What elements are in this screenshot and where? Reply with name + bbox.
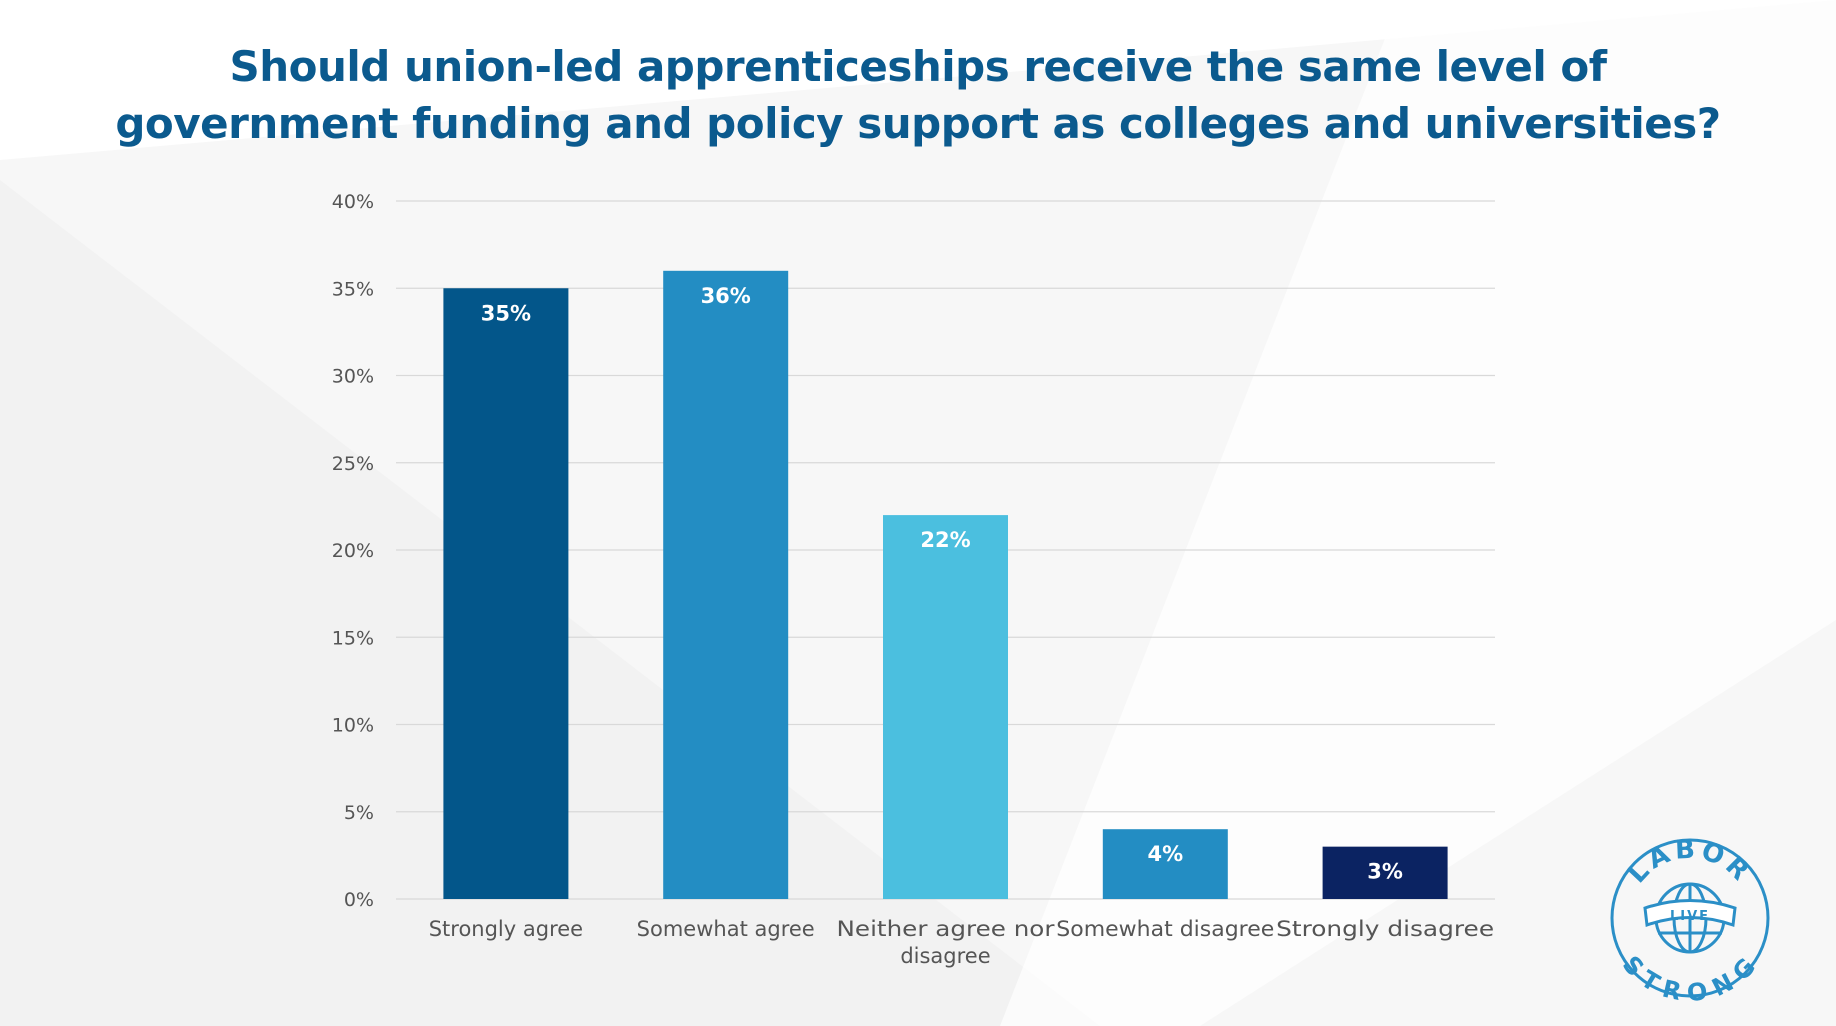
chart-title-line-1: Should union-led apprenticeships receive… bbox=[229, 42, 1608, 91]
x-tick-label: Strongly disagree bbox=[1276, 917, 1494, 941]
bar bbox=[443, 288, 569, 899]
x-tick-label: Somewhat agree bbox=[637, 917, 815, 941]
chart-title-line-2: government funding and policy support as… bbox=[115, 99, 1721, 148]
data-label: 36% bbox=[701, 284, 751, 308]
x-tick-label: disagree bbox=[900, 944, 990, 968]
bar bbox=[1102, 829, 1228, 899]
bar bbox=[1322, 846, 1448, 899]
y-tick-label: 35% bbox=[332, 278, 374, 300]
svg-text:LABOR: LABOR bbox=[1622, 835, 1757, 890]
data-label: 4% bbox=[1147, 842, 1183, 866]
labor-strong-logo: LABOR STRONG LIVE bbox=[1610, 835, 1770, 1003]
y-tick-label: 30% bbox=[332, 366, 374, 388]
y-tick-label: 10% bbox=[332, 715, 374, 737]
y-tick-label: 5% bbox=[344, 802, 374, 824]
y-tick-label: 40% bbox=[332, 191, 374, 213]
y-tick-label: 0% bbox=[344, 889, 374, 911]
bar bbox=[663, 270, 789, 899]
x-tick-label: Strongly agree bbox=[429, 917, 583, 941]
x-tick-label: Neither agree nor bbox=[837, 917, 1055, 941]
data-label: 3% bbox=[1367, 860, 1403, 884]
y-tick-label: 15% bbox=[332, 627, 374, 649]
y-tick-label: 20% bbox=[332, 540, 374, 562]
y-tick-label: 25% bbox=[332, 453, 374, 475]
chart-title: Should union-led apprenticeships receive… bbox=[0, 38, 1836, 152]
x-tick-label: Somewhat disagree bbox=[1056, 917, 1274, 941]
data-label: 22% bbox=[920, 528, 970, 552]
bar bbox=[883, 515, 1008, 899]
data-label: 35% bbox=[481, 301, 531, 325]
svg-text:LIVE: LIVE bbox=[1670, 909, 1710, 924]
